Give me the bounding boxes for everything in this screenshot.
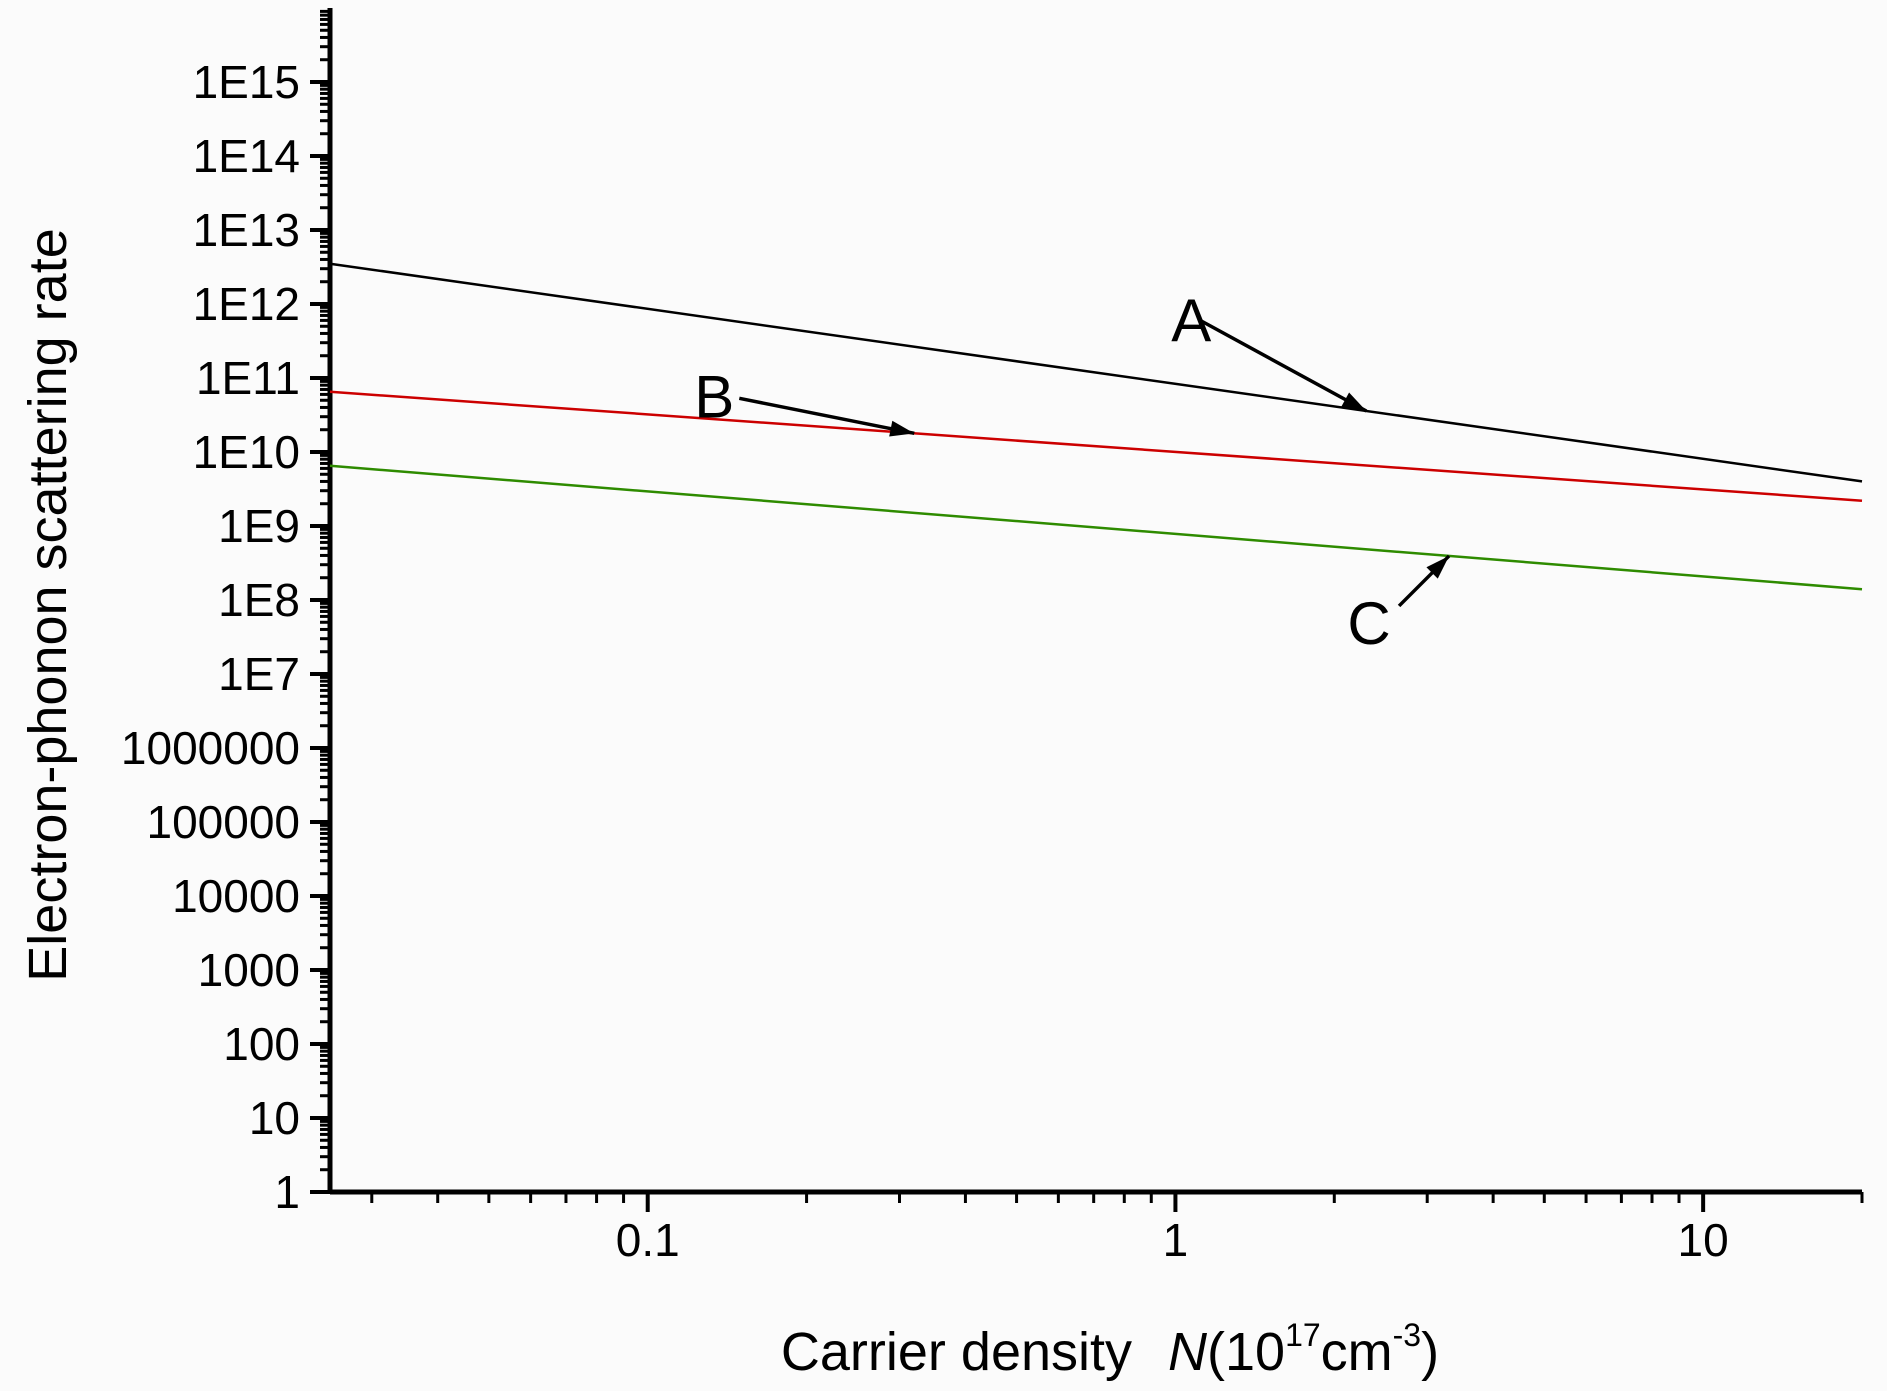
axes: 1 10 100 1000 10000 100000 1000000 1E7 1E8 1E9 1E1… [121,8,1864,1266]
x-axis-title-unit-exp2: -3 [1393,1317,1421,1353]
y-tick-label: 100000 [147,796,301,848]
y-tick-label: 1000 [198,944,300,996]
y-tick-label: 1E11 [196,352,300,404]
y-tick-label: 1E13 [193,204,300,256]
x-axis-title-symbol: N [1168,1322,1208,1382]
y-tick-label: 1 [274,1166,300,1218]
x-axis-title: Carrier density N(1017cm-3) [781,1317,1439,1382]
series-group [329,262,1863,591]
arrowhead-b [889,420,915,437]
x-tick-label: 0.1 [616,1214,680,1266]
y-tick-label: 1E12 [193,278,300,330]
series-a-line [329,262,1863,483]
y-tick-label: 10 [249,1092,300,1144]
arrowhead-c [1426,555,1450,579]
y-tick-label: 1E14 [193,130,300,182]
y-tick-label: 1E7 [218,648,300,700]
arrow-b [738,396,915,436]
y-tick-label: 100 [223,1018,300,1070]
x-axis-title-unit-close: ) [1421,1322,1439,1382]
x-axis-title-unit-open: (10 [1207,1322,1285,1382]
curve-label-a: A [1171,287,1211,354]
x-axis-title-unit-exp: 17 [1285,1317,1321,1353]
annotations: A B C [694,287,1451,657]
arrowhead-a [1341,392,1367,412]
x-axis-title-prefix: Carrier density [781,1322,1132,1382]
y-tick-label: 1E9 [218,500,300,552]
x-tick-label: 1 [1163,1214,1189,1266]
x-tick-label: 10 [1678,1214,1729,1266]
y-tick-label: 1E15 [193,56,300,108]
y-axis-title: Electron-phonon scattering rate [18,228,78,981]
series-b-line [329,390,1863,502]
arrow-a [1200,319,1368,413]
y-tick-label: 1000000 [121,722,300,774]
y-tick-label: 1E8 [218,574,300,626]
y-tick-label: 10000 [172,870,300,922]
curve-label-c: C [1347,590,1390,657]
x-axis-title-unit-mid: cm [1321,1322,1393,1382]
curve-label-b: B [694,363,734,430]
y-tick-label: 1E10 [193,426,300,478]
series-c-line [329,464,1863,591]
